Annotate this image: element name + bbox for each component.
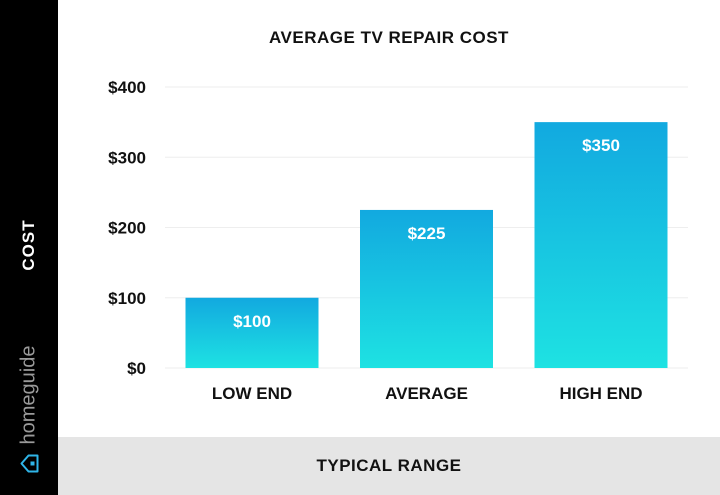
x-axis-label: TYPICAL RANGE — [316, 456, 462, 475]
chart-title: AVERAGE TV REPAIR COST — [269, 28, 509, 47]
bar — [185, 297, 319, 368]
x-axis-footer: TYPICAL RANGE — [58, 437, 720, 495]
x-tick-label: HIGH END — [559, 384, 642, 403]
y-tick-label: $0 — [127, 359, 146, 378]
bar — [534, 122, 668, 368]
x-tick-label: LOW END — [212, 384, 292, 403]
bar-data-label: $225 — [408, 224, 446, 243]
side-panel: COST homeguide — [0, 0, 58, 495]
bar-data-label: $100 — [233, 312, 271, 331]
y-tick-label: $200 — [108, 219, 146, 238]
y-tick-label: $400 — [108, 78, 146, 97]
x-tick-label: AVERAGE — [385, 384, 468, 403]
y-tick-label: $300 — [108, 148, 146, 167]
y-tick-label: $100 — [108, 289, 146, 308]
house-icon — [20, 454, 38, 473]
bar-chart: $0 $100 $200 $300 $400 $100 LOW END $225 AVERAGE… — [108, 78, 688, 403]
brand-logo: homeguide — [18, 346, 41, 475]
bar — [360, 209, 493, 368]
bar-data-label: $350 — [582, 136, 620, 155]
